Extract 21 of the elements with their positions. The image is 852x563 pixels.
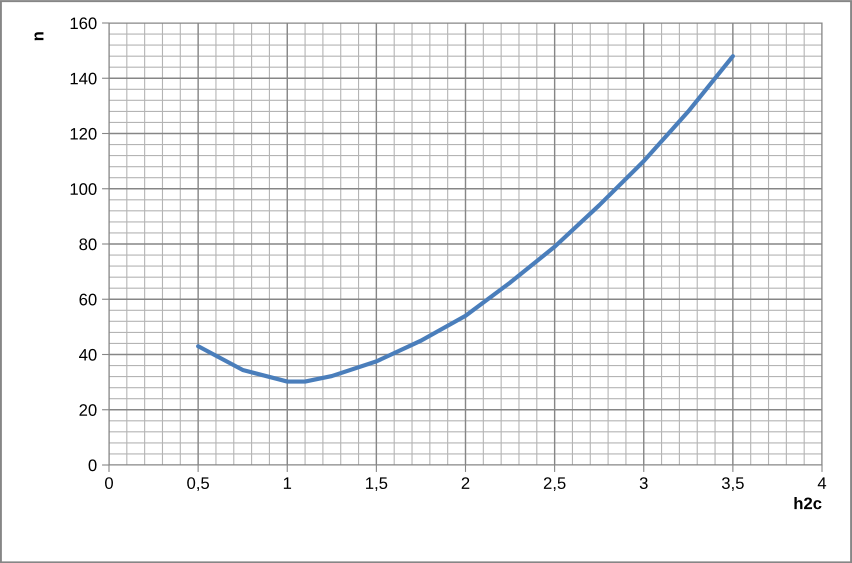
x-tick-label: 2 [462,477,470,489]
y-tick-label: 60 [80,294,97,306]
y-tick-label: 140 [70,72,97,84]
y-tick-label: 120 [70,128,97,140]
line-series [196,54,735,384]
y-tick-label: 80 [79,238,97,250]
y-tick-label: 40 [79,348,97,361]
x-tick-label: 2,5 [544,477,566,492]
x-tick-label: 0,5 [187,477,210,492]
x-tick-label: 1 [284,477,292,489]
x-tick-label: 4 [818,477,826,489]
y-tick-label: 160 [70,17,97,30]
y-tick-label: 20 [79,404,97,416]
y-axis-title: n [34,32,44,40]
x-tick-label: 3 [640,477,648,490]
x-tick-label: 1,5 [366,477,388,492]
y-tick-label: 100 [70,183,97,195]
x-tick-label: 3,5 [722,477,744,492]
x-tick-label: 0 [105,477,113,490]
x-axis-title: h2c [794,497,822,510]
y-tick-label: 0 [88,459,97,472]
